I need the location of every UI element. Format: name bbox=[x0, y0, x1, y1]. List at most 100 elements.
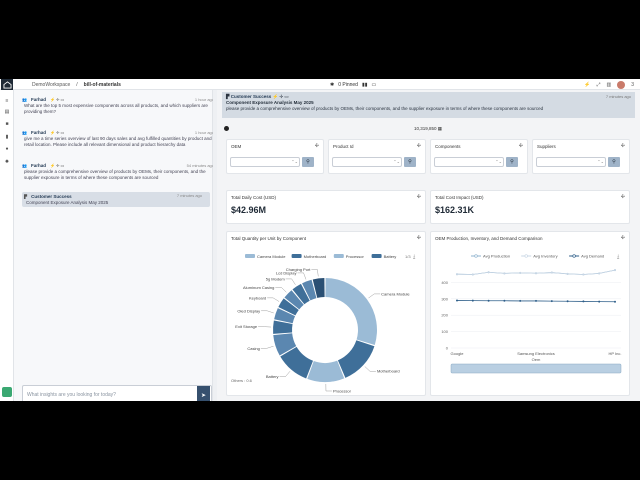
slice-leader-line bbox=[325, 383, 332, 392]
chat-message-selected[interactable]: ▛ Customer Success 7 minutes ago Componen… bbox=[22, 192, 210, 207]
pin-icon: ✱ bbox=[330, 82, 335, 88]
search-icon: ⚲ bbox=[408, 159, 412, 165]
data-point bbox=[550, 300, 553, 303]
message-text: give me a time series overview of last 9… bbox=[24, 136, 212, 147]
kpi-value: $162.31K bbox=[435, 205, 475, 215]
donut-slice bbox=[302, 279, 317, 301]
panel-resizer[interactable] bbox=[213, 90, 217, 401]
filter-select[interactable]: ⌃⌄ bbox=[434, 157, 504, 167]
filter-settings-icon[interactable]: ✢ bbox=[314, 143, 319, 149]
slice-label: Lcd Display bbox=[276, 270, 297, 275]
avatar[interactable] bbox=[617, 81, 626, 89]
slice-label: Camera Module bbox=[381, 291, 410, 296]
filter-label: Components bbox=[435, 144, 461, 149]
slice-leader-line bbox=[261, 310, 274, 314]
send-button[interactable]: ➤ bbox=[197, 386, 210, 401]
legend-marker bbox=[524, 254, 528, 258]
filter-components: Components ✢ ⌃⌄ ⚲ bbox=[430, 139, 528, 174]
others-label: Others : 0.6 bbox=[231, 378, 252, 383]
message-actions-icon[interactable]: ⚡ ✢ ▭ bbox=[50, 162, 65, 168]
zoom-slider-frame bbox=[450, 363, 622, 374]
team-icon[interactable]: ● bbox=[5, 146, 9, 152]
message-actions-icon[interactable]: ⚡ ✢ ▭ bbox=[50, 129, 65, 135]
chevron-down-icon: ⌃⌄ bbox=[495, 159, 502, 164]
slice-leader-line bbox=[297, 272, 307, 280]
kpi-settings-icon[interactable]: ✢ bbox=[416, 194, 421, 200]
data-point bbox=[519, 271, 522, 274]
chat-message[interactable]: 👥 Farhad ⚡ ✢ ▭ 1 hour ago What are the top… bbox=[22, 96, 222, 115]
chart-settings-icon[interactable]: ✢ bbox=[620, 235, 625, 241]
data-point bbox=[598, 300, 601, 303]
data-point bbox=[487, 271, 490, 274]
filter-settings-icon[interactable]: ✢ bbox=[620, 143, 625, 149]
filter-select[interactable]: ⌃⌄ bbox=[230, 157, 300, 167]
chart-icon[interactable]: ▤ bbox=[4, 109, 10, 115]
book-icon[interactable]: ▮▮ bbox=[361, 82, 368, 88]
app-logo[interactable] bbox=[1, 79, 13, 90]
filter-select[interactable]: ⌃⌄ bbox=[332, 157, 402, 167]
filter-settings-icon[interactable]: ✢ bbox=[416, 143, 421, 149]
header-text: please provide a comprehensive overview … bbox=[226, 106, 544, 111]
breadcrumb-workspace[interactable]: DemoWorkspace bbox=[32, 82, 71, 88]
ask-input[interactable]: What insights are you looking for today?… bbox=[22, 385, 212, 401]
download-icon: ⤓ bbox=[617, 254, 620, 260]
home-logo-icon bbox=[3, 80, 11, 89]
board-icon[interactable]: ▭ bbox=[371, 82, 377, 88]
user-icon: 👥 bbox=[22, 129, 27, 135]
download-icon: ⤓ bbox=[413, 254, 416, 260]
split-icon[interactable]: ▥ bbox=[606, 82, 612, 88]
kpi-settings-icon[interactable]: ✢ bbox=[620, 194, 625, 200]
filter-search-button[interactable]: ⚲ bbox=[506, 157, 518, 167]
chart-settings-icon[interactable]: ✢ bbox=[416, 235, 421, 241]
filter-search-button[interactable]: ⚲ bbox=[302, 157, 314, 167]
bookmark-icon[interactable]: ▮ bbox=[5, 134, 9, 140]
line-chart-card: OEM Production, Inventory, and Demand Co… bbox=[430, 231, 630, 396]
chart-title: Total Quantity per Unit by Component bbox=[231, 236, 307, 241]
data-point bbox=[487, 299, 490, 302]
message-time: 1 hour ago bbox=[194, 130, 214, 135]
filter-search-button[interactable]: ⚲ bbox=[404, 157, 416, 167]
filter-product-id: Product Id ✢ ⌃⌄ ⚲ bbox=[328, 139, 426, 174]
data-point bbox=[471, 299, 474, 302]
message-author: Farhad bbox=[30, 162, 46, 168]
x-tick-label: HP Inc. bbox=[608, 351, 621, 356]
message-text: What are the top 5 most expensive compon… bbox=[24, 103, 208, 114]
chevron-down-icon: ⌃⌄ bbox=[597, 159, 604, 164]
send-icon: ➤ bbox=[200, 393, 207, 399]
pinned-group[interactable]: ✱ 0 Pinned ▮▮ ▭ bbox=[330, 82, 376, 88]
y-tick-label: 100 bbox=[441, 329, 448, 334]
donut-slice bbox=[307, 360, 345, 382]
chart-title: OEM Production, Inventory, and Demand Co… bbox=[435, 236, 543, 241]
users-icon[interactable]: ≡ bbox=[5, 98, 9, 104]
donut-slice bbox=[273, 320, 293, 334]
filter-settings-icon[interactable]: ✢ bbox=[518, 143, 523, 149]
chat-message[interactable]: 👥 Farhad ⚡ ✢ ▭ 54 minutes ago please provi… bbox=[22, 162, 222, 181]
settings-icon[interactable]: ✹ bbox=[4, 159, 10, 165]
user-count: 3 bbox=[631, 82, 634, 88]
data-point bbox=[614, 300, 616, 303]
expand-icon[interactable]: ⤢ bbox=[596, 82, 601, 88]
user-icon: 👥 bbox=[22, 96, 27, 102]
data-point bbox=[519, 299, 522, 302]
header-actions-icon[interactable]: ⚡ ✢ ▭ bbox=[272, 94, 289, 99]
legend-label: Processor bbox=[346, 254, 365, 259]
user-icon: 👥 bbox=[22, 162, 27, 168]
help-icon[interactable] bbox=[2, 387, 12, 397]
chat-message[interactable]: 👥 Farhad ⚡ ✢ ▭ 1 hour ago give me a time s… bbox=[22, 129, 222, 148]
donut-slice bbox=[273, 333, 297, 356]
chevron-down-icon: ⌃⌄ bbox=[291, 159, 298, 164]
message-text: Component Exposure Analysis May 2025 bbox=[26, 200, 109, 205]
slice-label: Aluminum Casing bbox=[243, 285, 274, 290]
status-check-icon[interactable] bbox=[224, 126, 229, 131]
briefcase-icon[interactable]: ■ bbox=[5, 121, 9, 127]
message-actions-icon[interactable]: ⚡ ✢ ▭ bbox=[50, 96, 65, 102]
legend-label: Avg Inventory bbox=[533, 254, 557, 259]
filter-search-button[interactable]: ⚲ bbox=[608, 157, 620, 167]
zoom-slider bbox=[451, 364, 621, 373]
ask-placeholder: What insights are you looking for today? bbox=[27, 392, 116, 398]
donut-chart-card: Total Quantity per Unit by Component ✢ Ca… bbox=[226, 231, 426, 396]
magic-icon[interactable]: ⚡ bbox=[584, 82, 591, 88]
filter-select[interactable]: ⌃⌄ bbox=[536, 157, 606, 167]
kpi-label: Total Cost Impact (USD) bbox=[435, 195, 484, 200]
table-icon[interactable]: ▦ bbox=[437, 126, 443, 131]
